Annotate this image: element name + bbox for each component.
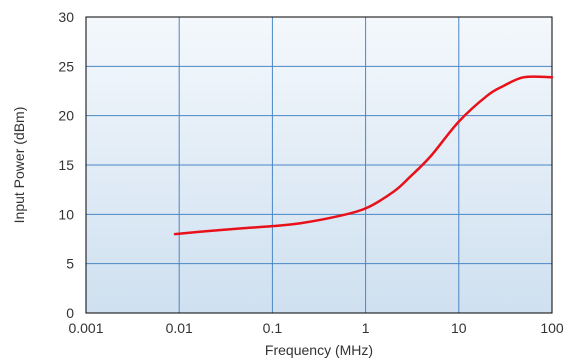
series-line bbox=[173, 75, 554, 236]
x-axis-ticks: 0.001 0.01 0.1 1 10 100 bbox=[68, 320, 563, 336]
y-tick-label: 25 bbox=[58, 58, 74, 74]
grid bbox=[86, 17, 552, 313]
x-tick-label: 1 bbox=[362, 320, 370, 336]
x-tick-label: 0.1 bbox=[263, 320, 283, 336]
y-tick-label: 30 bbox=[58, 9, 74, 25]
y-tick-label: 15 bbox=[58, 157, 74, 173]
x-tick-label: 0.01 bbox=[166, 320, 193, 336]
x-tick-label: 100 bbox=[540, 320, 564, 336]
x-axis-label: Frequency (MHz) bbox=[265, 342, 373, 358]
y-tick-label: 10 bbox=[58, 206, 74, 222]
y-axis-ticks: 0 5 10 15 20 25 30 bbox=[58, 9, 74, 321]
y-axis-label: Input Power (dBm) bbox=[11, 107, 27, 224]
x-tick-label: 10 bbox=[451, 320, 467, 336]
y-tick-label: 0 bbox=[66, 305, 74, 321]
x-tick-label: 0.001 bbox=[68, 320, 103, 336]
y-tick-label: 5 bbox=[66, 256, 74, 272]
series-layer bbox=[173, 75, 554, 236]
y-tick-label: 20 bbox=[58, 108, 74, 124]
plot-frame bbox=[85, 16, 553, 314]
